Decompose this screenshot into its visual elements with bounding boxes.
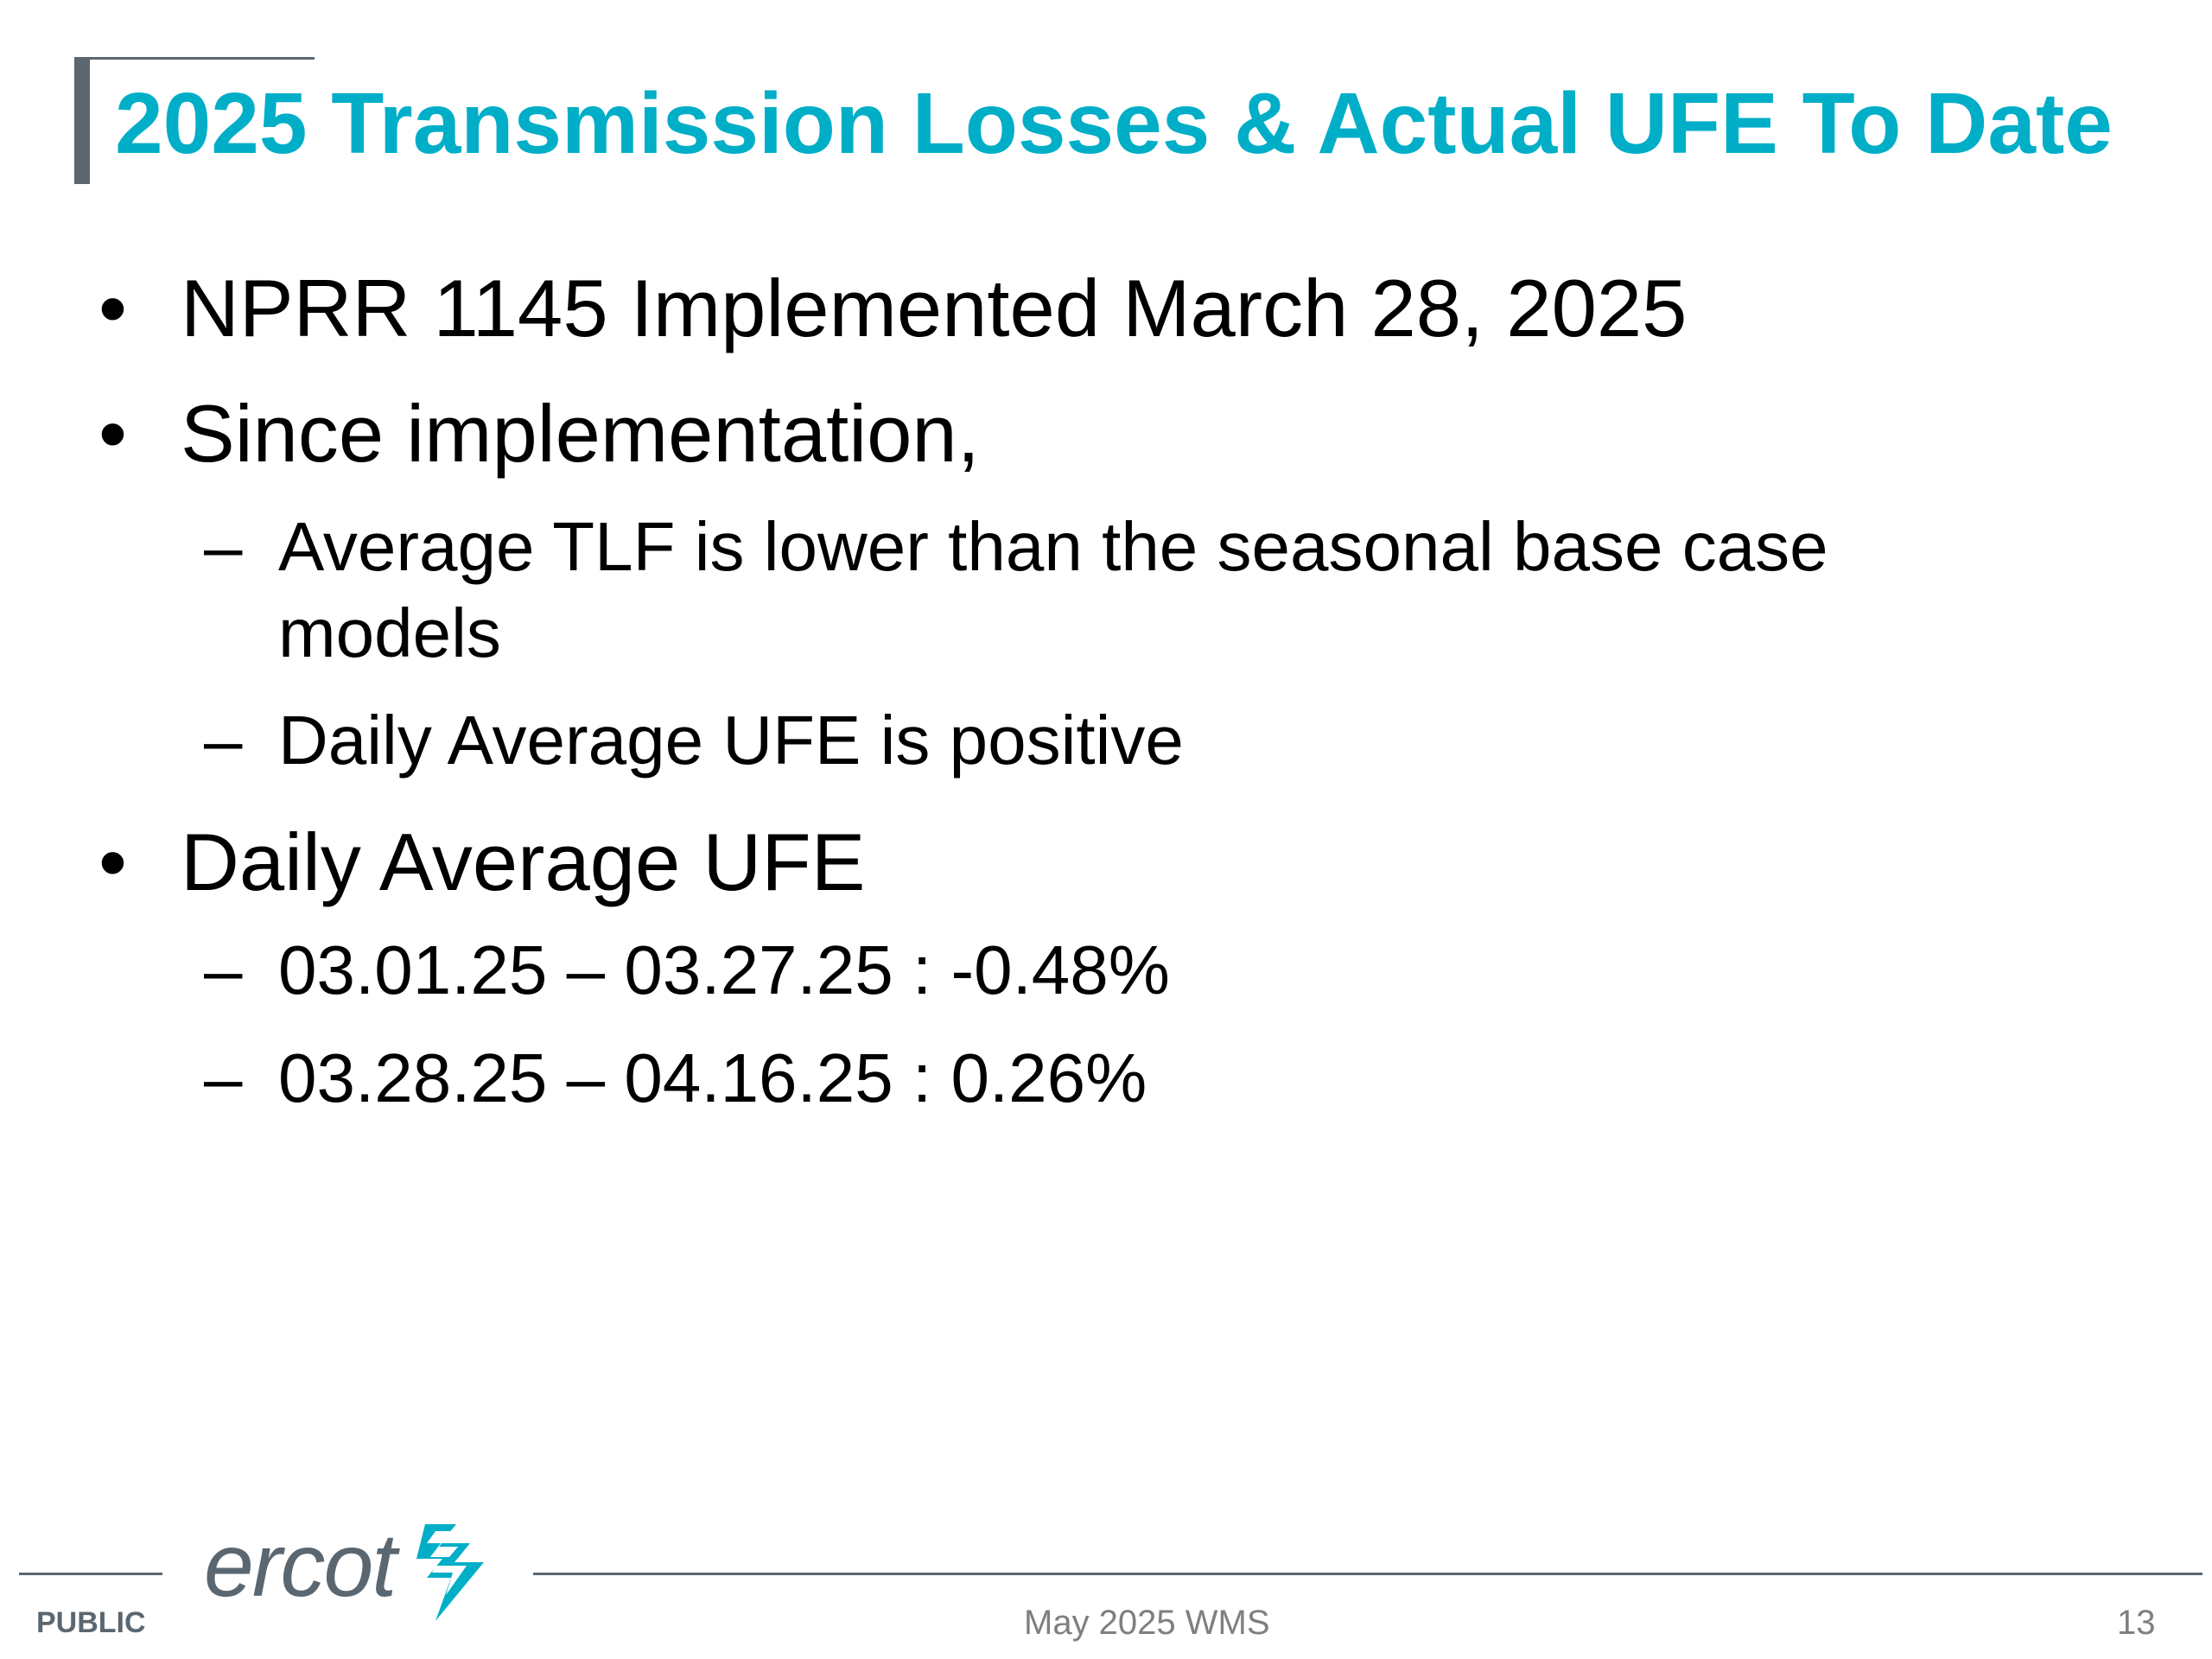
page-number: 13 — [2117, 1604, 2156, 1642]
logo-wordmark: ercot — [204, 1516, 397, 1616]
bullet-marker: • — [99, 388, 127, 479]
bullet-item: • Since implementation, — [99, 386, 980, 481]
footer-divider-right — [533, 1573, 2202, 1575]
dash-marker: – — [204, 1039, 243, 1116]
dash-marker: – — [204, 508, 243, 585]
ercot-logo: ercot — [204, 1516, 489, 1624]
title-accent-rule — [74, 57, 315, 60]
sub-bullet-text: 03.28.25 – 04.16.25 : 0.26% — [278, 1039, 1147, 1116]
bullet-item: • Daily Average UFE — [99, 815, 866, 910]
bullet-list: • NPRR 1145 Implemented March 28, 2025 •… — [99, 261, 2006, 1122]
footer-meeting-label: May 2025 WMS — [1024, 1604, 1270, 1642]
bullet-text: Daily Average UFE — [181, 817, 866, 907]
sub-bullet-item: – 03.28.25 – 04.16.25 : 0.26% — [204, 1035, 1147, 1122]
bullet-text: Since implementation, — [181, 388, 980, 479]
sub-bullet-text: 03.01.25 – 03.27.25 : -0.48% — [278, 931, 1170, 1008]
bullet-marker: • — [99, 817, 127, 907]
bullet-item: • NPRR 1145 Implemented March 28, 2025 — [99, 261, 1688, 356]
sub-bullet-text: Average TLF is lower than the seasonal b… — [278, 508, 1828, 671]
sub-bullet-item: – Daily Average UFE is positive — [204, 697, 1184, 784]
dash-marker: – — [204, 931, 243, 1008]
title-accent-bar — [74, 57, 90, 184]
bullet-marker: • — [99, 263, 127, 353]
ercot-bolt-icon — [416, 1524, 484, 1621]
bullet-text: NPRR 1145 Implemented March 28, 2025 — [181, 263, 1688, 353]
slide-title: 2025 Transmission Losses & Actual UFE To… — [115, 75, 2113, 172]
sub-bullet-item: – Average TLF is lower than the seasonal… — [204, 504, 2006, 677]
classification-label: PUBLIC — [36, 1606, 146, 1639]
dash-marker: – — [204, 702, 243, 779]
footer-divider-left — [19, 1573, 162, 1575]
sub-bullet-text: Daily Average UFE is positive — [278, 702, 1184, 779]
sub-bullet-item: – 03.01.25 – 03.27.25 : -0.48% — [204, 927, 1170, 1014]
